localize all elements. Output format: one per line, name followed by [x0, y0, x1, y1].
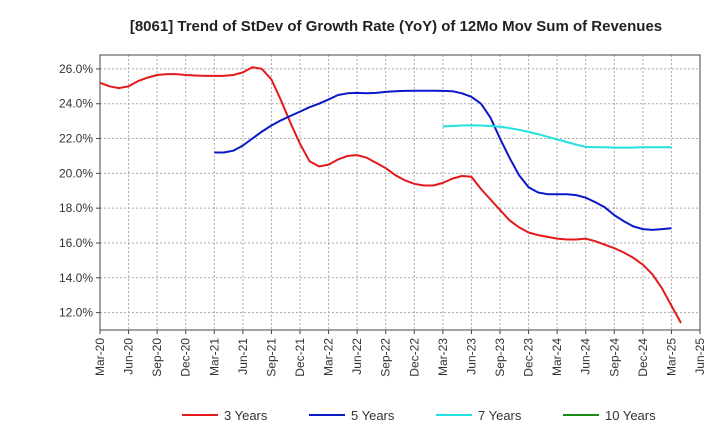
x-tick-label: Sep-22 [379, 338, 393, 377]
grid-lines [100, 55, 700, 330]
plot-area [99, 54, 701, 331]
x-tick-label: Dec-22 [407, 338, 421, 377]
y-tick-label: 26.0% [59, 62, 93, 76]
x-tick-label: Mar-25 [664, 338, 678, 376]
legend-label-10-years: 10 Years [605, 408, 656, 423]
x-tick-label: Sep-23 [493, 338, 507, 377]
x-tick-label: Mar-23 [436, 338, 450, 376]
y-tick-label: 12.0% [59, 306, 93, 320]
x-tick-label: Jun-20 [122, 338, 136, 375]
x-tick-label: Sep-24 [607, 338, 621, 377]
x-tick-label: Sep-21 [264, 338, 278, 377]
y-axis: 12.0% 14.0% 16.0% 18.0% 20.0% 22.0% 24.0% 26.0% [59, 62, 100, 320]
x-tick-label: Mar-24 [550, 338, 564, 376]
x-tick-label: Dec-20 [179, 338, 193, 377]
y-tick-label: 20.0% [59, 166, 93, 180]
x-tick-label: Sep-20 [150, 338, 164, 377]
y-tick-label: 24.0% [59, 97, 93, 111]
x-tick-label: Dec-24 [636, 338, 650, 377]
y-tick-label: 16.0% [59, 236, 93, 250]
y-tick-label: 22.0% [59, 132, 93, 146]
x-tick-label: Mar-22 [322, 338, 336, 376]
x-axis: Mar-20 Jun-20 Sep-20 Dec-20 Mar-21 Jun-21 Sep-… [93, 330, 707, 377]
x-tick-label: Jun-23 [464, 338, 478, 375]
legend-label-5-years: 5 Years [351, 408, 395, 423]
series-layer [99, 66, 682, 324]
x-tick-label: Mar-21 [207, 338, 221, 376]
x-tick-label: Dec-23 [522, 338, 536, 377]
legend: 3 Years 5 Years 7 Years 10 Years [182, 408, 656, 423]
x-tick-label: Jun-22 [350, 338, 364, 375]
x-tick-label: Jun-24 [579, 338, 593, 375]
series-line-5-years [214, 89, 672, 231]
x-tick-label: Jun-21 [236, 338, 250, 375]
legend-label-3-years: 3 Years [224, 408, 268, 423]
x-tick-label: Mar-20 [93, 338, 107, 376]
series-line-3-years [99, 66, 682, 324]
series-line-7-years [442, 124, 672, 149]
x-tick-label: Dec-21 [293, 338, 307, 377]
y-tick-label: 18.0% [59, 201, 93, 215]
chart-title: [8061] Trend of StDev of Growth Rate (Yo… [130, 18, 662, 35]
legend-label-7-years: 7 Years [478, 408, 522, 423]
y-tick-label: 14.0% [59, 271, 93, 285]
x-tick-label: Jun-25 [693, 338, 707, 375]
